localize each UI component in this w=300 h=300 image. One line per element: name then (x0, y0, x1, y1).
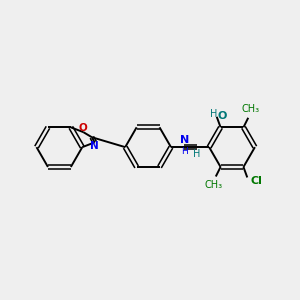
Text: N: N (180, 136, 189, 146)
Text: H: H (193, 149, 200, 159)
Text: CH₃: CH₃ (241, 104, 259, 114)
Text: H: H (210, 109, 218, 119)
Text: H: H (181, 147, 188, 156)
Text: CH₃: CH₃ (205, 180, 223, 190)
Text: Cl: Cl (250, 176, 262, 186)
Text: N: N (90, 141, 99, 151)
Text: O: O (79, 123, 88, 133)
Text: O: O (218, 111, 227, 121)
